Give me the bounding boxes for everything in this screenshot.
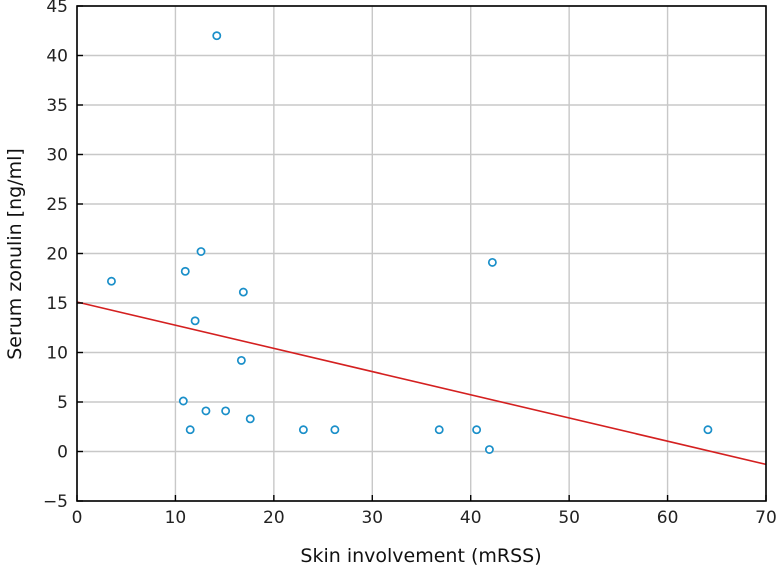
- ticks: [76, 5, 767, 502]
- data-point: [212, 31, 222, 41]
- x-tick-label: 20: [263, 508, 285, 528]
- data-point: [106, 276, 116, 286]
- y-tick-label: 25: [46, 195, 68, 215]
- data-point: [185, 425, 195, 435]
- y-axis-label: Serum zonulin [ng/ml]: [4, 148, 26, 360]
- x-tick-label: 0: [72, 508, 83, 528]
- y-tick-label: 10: [46, 344, 68, 364]
- x-tick-labels: 0 10 20 30 40 50 60 70: [72, 508, 777, 528]
- y-tick-label: 5: [57, 393, 68, 413]
- x-tick-label: 60: [657, 508, 679, 528]
- data-point: [236, 355, 246, 365]
- x-tick-label: 50: [558, 508, 580, 528]
- y-tick-label: 15: [46, 294, 68, 314]
- x-tick-label: 30: [361, 508, 383, 528]
- data-point: [484, 445, 494, 454]
- data-point: [178, 396, 188, 406]
- y-tick-label: 30: [46, 146, 68, 166]
- y-tick-label: 35: [46, 96, 68, 116]
- y-tick-label: 45: [46, 0, 68, 17]
- data-point: [487, 257, 497, 267]
- data-point: [703, 425, 713, 435]
- data-point: [238, 287, 248, 297]
- x-axis-label: Skin involvement (mRSS): [300, 545, 541, 567]
- y-tick-label: 40: [46, 47, 68, 67]
- data-point: [196, 247, 206, 256]
- trendline: [76, 301, 767, 466]
- trendline-layer: [76, 301, 767, 466]
- data-point: [330, 425, 340, 435]
- y-tick-label: 20: [46, 245, 68, 265]
- data-point: [221, 406, 231, 416]
- y-tick-labels: −5 0 5 10 15 20 25 30 35 40 45: [43, 0, 68, 512]
- data-point: [472, 425, 482, 435]
- data-point: [201, 406, 211, 416]
- data-point: [190, 316, 200, 326]
- x-tick-label: 40: [460, 508, 482, 528]
- x-tick-label: 10: [165, 508, 187, 528]
- data-point: [298, 425, 308, 435]
- points-layer: [106, 31, 713, 454]
- data-point: [180, 266, 190, 276]
- y-tick-label: 0: [57, 443, 68, 463]
- data-point: [434, 425, 444, 435]
- grid: [76, 5, 767, 502]
- x-tick-label: 70: [755, 508, 777, 528]
- data-point: [245, 414, 255, 424]
- y-tick-label: −5: [43, 492, 68, 512]
